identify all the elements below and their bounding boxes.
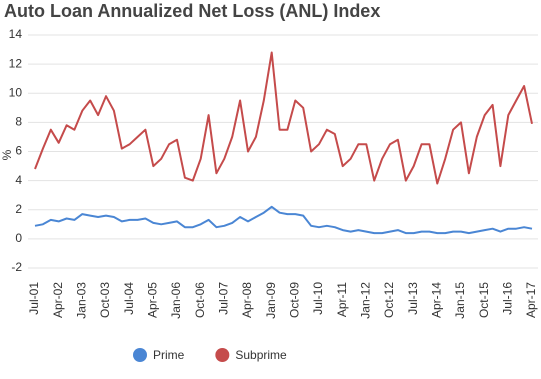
x-tick-label: Jul-04 xyxy=(122,282,136,315)
x-tick-label: Oct-09 xyxy=(288,282,302,318)
x-tick-label: Apr-11 xyxy=(335,282,349,317)
series-line xyxy=(34,51,533,185)
x-tick-label: Jul-16 xyxy=(501,282,515,315)
x-tick-label: Jul-07 xyxy=(217,282,231,315)
x-tick-label: Jul-13 xyxy=(406,282,420,315)
y-tick-label: 6 xyxy=(15,144,22,158)
x-tick-label: Apr-05 xyxy=(146,282,160,318)
y-tick-label: 2 xyxy=(15,202,22,216)
legend-label: Subprime xyxy=(235,348,287,362)
x-tick-label: Apr-17 xyxy=(524,282,538,318)
x-tick-label: Jan-09 xyxy=(264,282,278,319)
legend-marker xyxy=(133,348,147,362)
y-tick-label: 4 xyxy=(15,173,22,187)
y-tick-label: 12 xyxy=(9,56,23,70)
y-axis-label: % xyxy=(0,149,14,160)
x-tick-label: Oct-06 xyxy=(193,282,207,318)
y-tick-label: -2 xyxy=(11,260,22,274)
x-tick-label: Jan-06 xyxy=(169,282,183,319)
x-tick-label: Oct-15 xyxy=(477,282,491,318)
x-tick-label: Apr-14 xyxy=(430,282,444,318)
x-tick-label: Oct-12 xyxy=(382,282,396,318)
x-tick-label: Apr-02 xyxy=(51,282,65,318)
y-tick-label: 10 xyxy=(9,85,23,99)
x-tick-label: Jul-01 xyxy=(27,282,41,315)
series-line xyxy=(34,205,533,235)
legend-marker xyxy=(215,348,230,362)
x-tick-label: Jan-12 xyxy=(359,282,373,319)
x-tick-label: Oct-03 xyxy=(98,282,112,318)
y-tick-label: 0 xyxy=(15,231,22,245)
chart-title: Auto Loan Annualized Net Loss (ANL) Inde… xyxy=(4,1,380,21)
x-tick-label: Jan-03 xyxy=(75,282,89,319)
y-tick-label: 8 xyxy=(15,115,22,129)
x-tick-label: Jul-10 xyxy=(311,282,325,315)
x-tick-label: Jan-15 xyxy=(453,282,467,319)
x-tick-label: Apr-08 xyxy=(240,282,254,318)
y-tick-label: 14 xyxy=(9,27,23,41)
legend-label: Prime xyxy=(153,348,185,362)
